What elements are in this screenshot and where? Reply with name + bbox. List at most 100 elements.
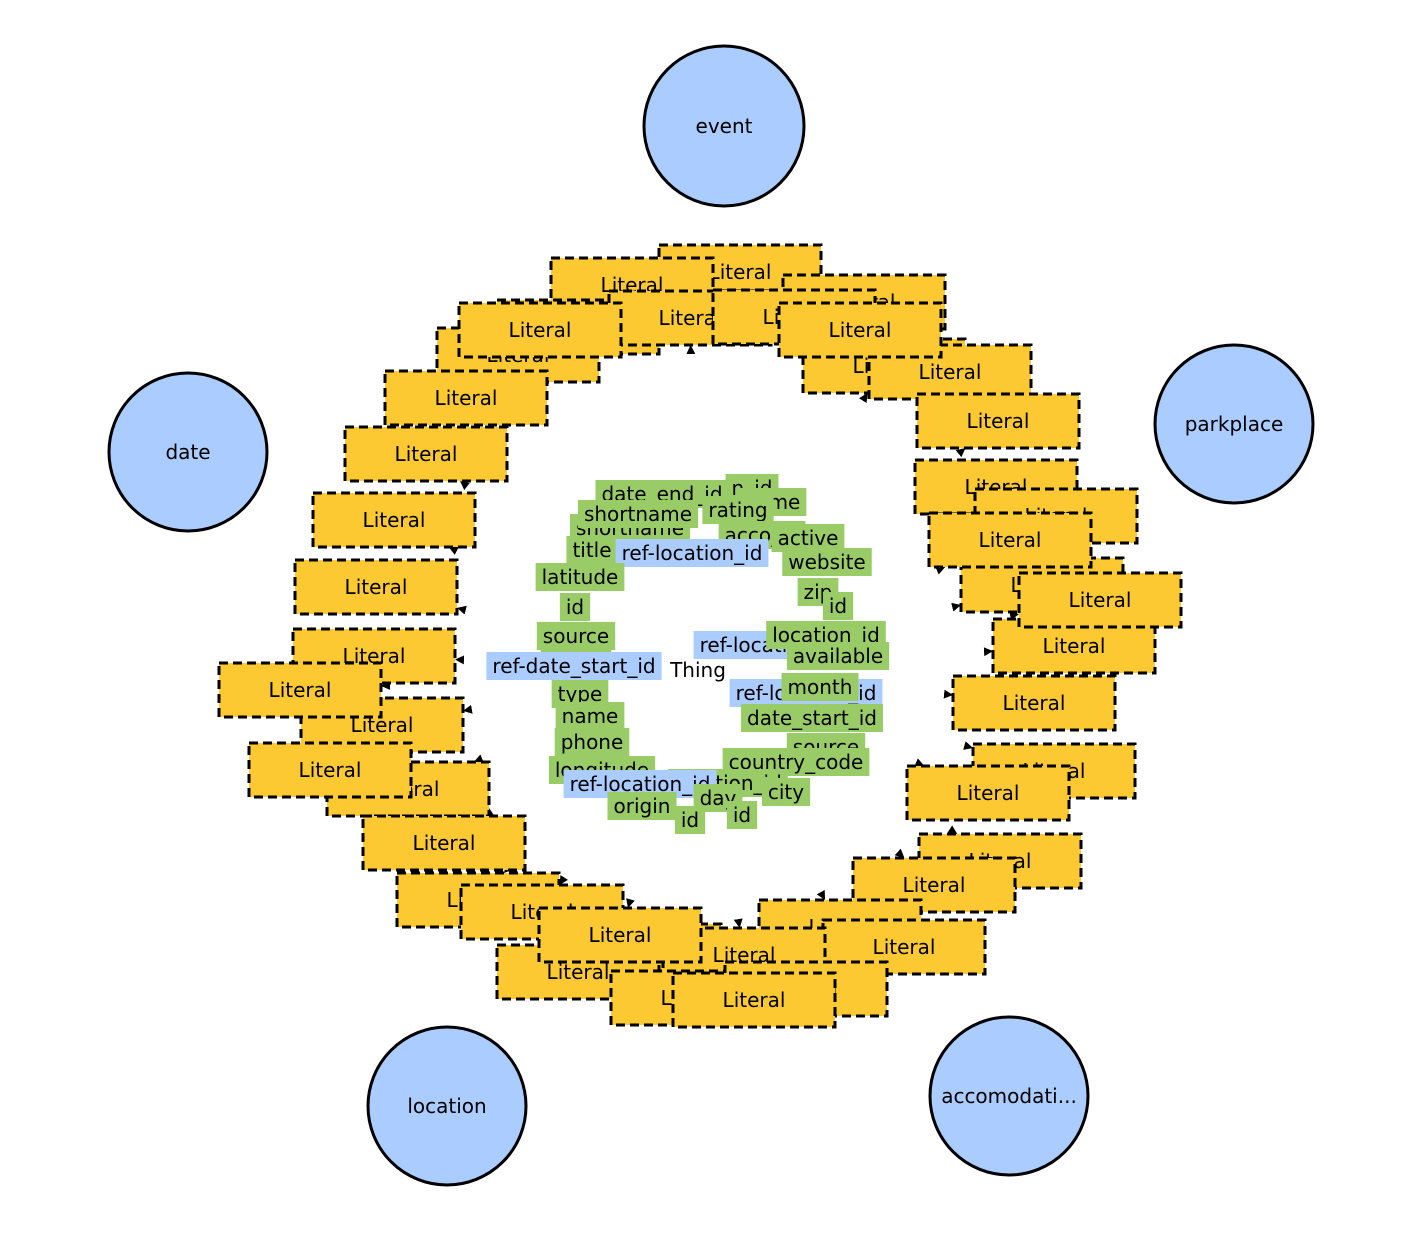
datatype-property-label[interactable]: available — [786, 642, 890, 670]
datatype-property-label[interactable]: city — [761, 778, 811, 806]
datatype-property-label[interactable]: source — [536, 622, 616, 650]
property-label-box — [781, 673, 859, 701]
class-label-date: date — [165, 440, 210, 464]
datatype-property-label[interactable]: shortname — [577, 500, 699, 528]
property-label-text: ref-location_id — [622, 541, 763, 565]
literal-box — [383, 369, 549, 427]
literal-box — [361, 814, 527, 872]
literal-label: Literal — [723, 988, 786, 1012]
datatype-property-label[interactable]: active — [771, 524, 845, 552]
property-label-text: id — [829, 594, 847, 618]
property-label-box — [615, 539, 769, 567]
literal-node[interactable]: Literal — [247, 741, 413, 799]
literal-label: Literal — [413, 831, 476, 855]
property-label-text: id — [566, 595, 584, 619]
property-label-box — [782, 548, 872, 576]
literal-label: Literal — [395, 442, 458, 466]
datatype-property-label[interactable]: id — [726, 801, 758, 829]
literal-node[interactable]: Literal — [383, 369, 549, 427]
object-property-label[interactable]: ref-date_start_id — [486, 652, 662, 680]
property-label-box — [674, 806, 706, 834]
datatype-property-label[interactable]: phone — [554, 728, 630, 756]
property-label-text: id — [681, 808, 699, 832]
class-node-location[interactable]: location — [366, 1025, 528, 1187]
property-label-text: date_start_id — [747, 706, 877, 730]
property-label-text: id — [733, 803, 751, 827]
datatype-property-label[interactable]: title — [566, 536, 618, 564]
literal-label: Literal — [435, 386, 498, 410]
literal-label: Literal — [345, 575, 408, 599]
datatype-property-label[interactable]: latitude — [535, 563, 625, 591]
property-label-box — [577, 500, 699, 528]
literal-box — [343, 425, 509, 483]
property-label-box — [761, 778, 811, 806]
class-node-event[interactable]: event — [642, 44, 806, 208]
property-label-box — [486, 652, 662, 680]
literal-label: Literal — [589, 923, 652, 947]
property-label-box — [536, 622, 616, 650]
property-label-box — [786, 642, 890, 670]
datatype-property-label[interactable]: id — [559, 593, 591, 621]
literal-node[interactable]: Literal — [821, 918, 987, 976]
datatype-property-label[interactable]: id — [822, 592, 854, 620]
literal-label: Literal — [829, 318, 892, 342]
property-edge — [633, 312, 643, 322]
property-label-box — [741, 704, 883, 732]
property-label-text: city — [768, 780, 804, 804]
property-label-box — [771, 524, 845, 552]
datatype-property-label[interactable]: id — [674, 806, 706, 834]
thing-label: Thing — [669, 658, 726, 682]
literal-node[interactable]: Literal — [951, 674, 1117, 732]
class-node-accomodation[interactable]: accomodati... — [928, 1015, 1090, 1177]
property-label-text: available — [793, 644, 883, 668]
literal-box — [293, 558, 459, 616]
literal-node[interactable]: Literal — [1017, 571, 1183, 629]
property-label-box — [566, 536, 618, 564]
literal-label: Literal — [903, 873, 966, 897]
property-label-box — [726, 801, 758, 829]
literal-node[interactable]: Literal — [217, 661, 383, 719]
literal-node[interactable]: Literal — [361, 814, 527, 872]
literal-nodes: Literal Literal Literal Literal Literal Liter… — [217, 243, 1183, 1029]
literal-label: Literal — [547, 960, 610, 984]
property-label-text: latitude — [542, 565, 619, 589]
literal-node[interactable]: Literal — [343, 425, 509, 483]
object-property-label[interactable]: ref-location_id — [615, 539, 769, 567]
class-label-location: location — [407, 1094, 486, 1118]
literal-node[interactable]: Literal — [293, 558, 459, 616]
datatype-property-label[interactable]: date_start_id — [741, 704, 883, 732]
literal-node[interactable]: Literal — [851, 856, 1017, 914]
class-label-parkplace: parkplace — [1185, 412, 1284, 436]
literal-node[interactable]: Literal — [915, 392, 1081, 450]
literal-label: Literal — [957, 781, 1020, 805]
datatype-property-label[interactable]: website — [782, 548, 872, 576]
property-label-text: source — [543, 624, 609, 648]
literal-node[interactable]: Literal — [457, 301, 623, 359]
property-label-text: shortname — [584, 502, 692, 526]
literal-label: Literal — [1043, 634, 1106, 658]
literal-label: Literal — [1069, 588, 1132, 612]
literal-node[interactable]: Literal — [537, 906, 703, 964]
literal-box — [537, 906, 703, 964]
literal-box — [951, 674, 1117, 732]
class-node-parkplace[interactable]: parkplace — [1153, 343, 1315, 505]
literal-node[interactable]: Literal — [927, 511, 1093, 569]
datatype-property-label[interactable]: origin — [607, 792, 677, 820]
literal-box — [1017, 571, 1183, 629]
literal-box — [217, 661, 383, 719]
literal-box — [905, 764, 1071, 822]
class-label-accomodation: accomodati... — [941, 1084, 1077, 1108]
literal-node[interactable]: Literal — [905, 764, 1071, 822]
class-node-date[interactable]: date — [107, 371, 269, 533]
datatype-property-label[interactable]: name — [555, 702, 625, 730]
literal-node[interactable]: Literal — [777, 301, 943, 359]
datatype-property-label[interactable]: rating — [702, 496, 774, 524]
datatype-property-label[interactable]: month — [781, 673, 859, 701]
property-label-text: month — [788, 675, 853, 699]
property-label-text: ref-date_start_id — [492, 654, 655, 678]
literal-node[interactable]: Literal — [671, 971, 837, 1029]
literal-node[interactable]: Literal — [311, 491, 477, 549]
literal-label: Literal — [1003, 691, 1066, 715]
property-label-text: website — [788, 550, 865, 574]
